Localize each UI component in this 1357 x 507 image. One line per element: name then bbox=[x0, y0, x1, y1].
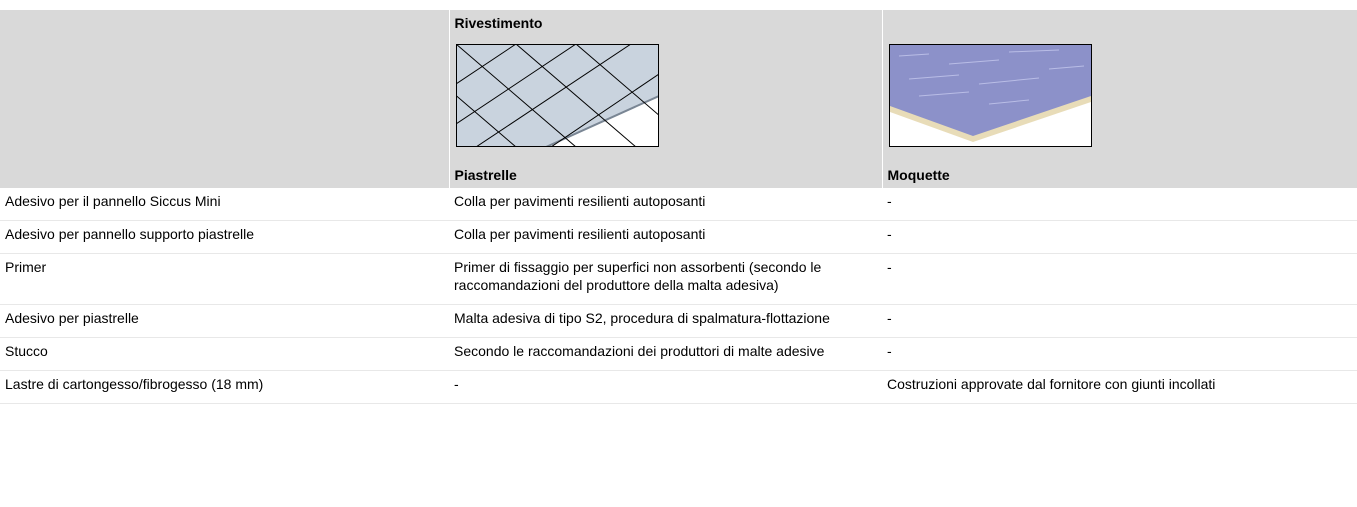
tile-illustration bbox=[455, 44, 659, 147]
cell-text: Colla per pavimenti resilienti autoposan… bbox=[454, 193, 706, 209]
cell-text: - bbox=[887, 226, 892, 242]
header-cell bbox=[0, 162, 449, 188]
table-cell: Stucco bbox=[0, 337, 449, 371]
cell-text: - bbox=[887, 310, 892, 326]
table-row: Primer Primer di fissaggio per superfici … bbox=[0, 253, 1357, 305]
table-cell: Lastre di cartongesso/fibrogesso (18 mm) bbox=[0, 370, 449, 404]
image-cell bbox=[448, 36, 882, 162]
cell-text: Lastre di cartongesso/fibrogesso (18 mm) bbox=[5, 376, 264, 392]
table-cell: Secondo le raccomandazioni dei produttor… bbox=[449, 337, 882, 371]
cell-text: Primer bbox=[5, 259, 47, 275]
column-header-row: Piastrelle Moquette bbox=[0, 162, 1357, 188]
cell-text: Primer di fissaggio per superfici non as… bbox=[454, 259, 822, 293]
cell-text: Adesivo per piastrelle bbox=[5, 310, 139, 326]
cell-text: Costruzioni approvate dal fornitore con … bbox=[887, 376, 1216, 392]
table-cell: Adesivo per piastrelle bbox=[0, 304, 449, 338]
table-row: Lastre di cartongesso/fibrogesso (18 mm)… bbox=[0, 370, 1357, 404]
table-cell: Colla per pavimenti resilienti autoposan… bbox=[449, 188, 882, 221]
header-cell bbox=[881, 10, 1357, 36]
carpet-illustration bbox=[888, 44, 1092, 147]
cell-text: - bbox=[887, 193, 892, 209]
cell-text: Adesivo per il pannello Siccus Mini bbox=[5, 193, 221, 209]
table-cell: Adesivo per pannello supporto piastrelle bbox=[0, 220, 449, 254]
image-row bbox=[0, 36, 1357, 162]
table-cell: - bbox=[882, 253, 1357, 305]
header-row: Rivestimento bbox=[0, 10, 1357, 36]
table-row: Adesivo per piastrelle Malta adesiva di t… bbox=[0, 304, 1357, 338]
header-title: Rivestimento bbox=[448, 10, 882, 36]
cell-text: - bbox=[887, 343, 892, 359]
cell-text: Malta adesiva di tipo S2, procedura di s… bbox=[454, 310, 830, 326]
table-cell: Costruzioni approvate dal fornitore con … bbox=[882, 370, 1357, 404]
table-row: Stucco Secondo le raccomandazioni dei pro… bbox=[0, 337, 1357, 371]
table-cell: - bbox=[882, 337, 1357, 371]
table-cell: Primer di fissaggio per superfici non as… bbox=[449, 253, 882, 305]
cell-text: Adesivo per pannello supporto piastrelle bbox=[5, 226, 255, 242]
table-cell: - bbox=[882, 188, 1357, 221]
column-header: Piastrelle bbox=[448, 162, 882, 188]
cell-text: - bbox=[454, 376, 459, 392]
cell-text: Stucco bbox=[5, 343, 48, 359]
table: Rivestimento bbox=[0, 10, 1357, 404]
column-header: Moquette bbox=[881, 162, 1357, 188]
image-cell bbox=[881, 36, 1357, 162]
cell-text: Colla per pavimenti resilienti autoposan… bbox=[454, 226, 706, 242]
table-cell: Primer bbox=[0, 253, 449, 305]
table-row: Adesivo per pannello supporto piastrelle… bbox=[0, 220, 1357, 254]
table-cell: Malta adesiva di tipo S2, procedura di s… bbox=[449, 304, 882, 338]
table-cell: - bbox=[882, 220, 1357, 254]
cell-text: Secondo le raccomandazioni dei produttor… bbox=[454, 343, 825, 359]
header-cell bbox=[0, 10, 449, 36]
cell-text: - bbox=[887, 259, 892, 275]
table-cell: Adesivo per il pannello Siccus Mini bbox=[0, 188, 449, 221]
table-cell: - bbox=[882, 304, 1357, 338]
table-body: Adesivo per il pannello Siccus Mini Colla… bbox=[0, 188, 1357, 404]
image-cell bbox=[0, 36, 449, 162]
table-cell: - bbox=[449, 370, 882, 404]
table-row: Adesivo per il pannello Siccus Mini Colla… bbox=[0, 188, 1357, 221]
table-cell: Colla per pavimenti resilienti autoposan… bbox=[449, 220, 882, 254]
